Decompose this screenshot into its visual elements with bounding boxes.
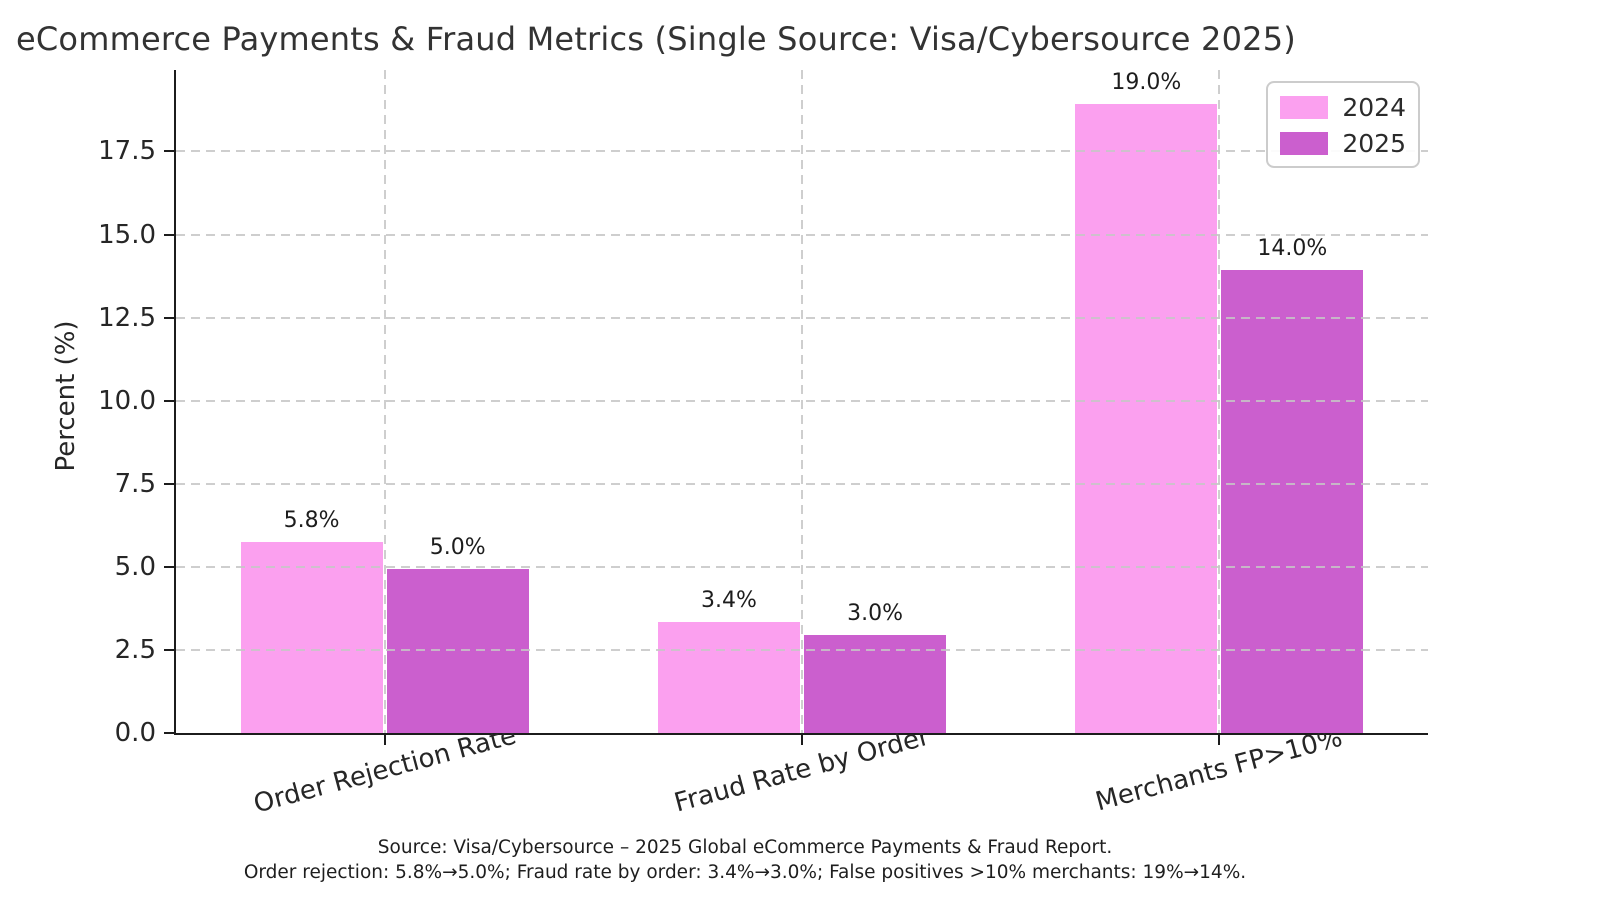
bar-value-label: 5.0%: [429, 534, 486, 560]
bar-value-label: 3.4%: [701, 588, 757, 614]
bar-2024-0: [238, 540, 385, 733]
chart-title: eCommerce Payments & Fraud Metrics (Sing…: [16, 20, 1296, 58]
footer-summary-line: Order rejection: 5.8%→5.0%; Fraud rate b…: [243, 862, 1247, 883]
y-tick-mark: [164, 732, 174, 734]
y-tick-mark: [164, 565, 174, 568]
bar-2024-2: [1073, 101, 1220, 733]
y-tick-label: 2.5: [114, 634, 156, 665]
y-tick-label: 15.0: [98, 219, 156, 250]
legend-label: 2024: [1342, 93, 1406, 122]
y-tick-mark: [164, 482, 174, 485]
y-tick-mark: [164, 648, 174, 651]
footer-source-line: Source: Visa/Cybersource – 2025 Global e…: [377, 837, 1113, 858]
y-tick-mark: [164, 316, 174, 319]
y-tick-label: 17.5: [98, 136, 156, 167]
x-tick-mark: [383, 735, 386, 745]
y-tick-label: 12.5: [98, 302, 156, 333]
x-tick-mark: [801, 735, 803, 745]
legend-entry-2025: 2025: [1280, 131, 1406, 156]
bar-2024-1: [655, 620, 802, 733]
x-tick-mark: [1218, 735, 1221, 745]
legend-swatch-2025: [1280, 132, 1328, 155]
chart-footer: Source: Visa/Cybersource – 2025 Global e…: [0, 835, 1490, 885]
bar-2025-0: [384, 566, 531, 733]
bar-2025-2: [1219, 267, 1366, 733]
legend: 2024 2025: [1266, 81, 1420, 168]
bar-value-label: 5.8%: [283, 508, 340, 534]
y-tick-mark: [164, 233, 174, 236]
legend-label: 2025: [1342, 129, 1406, 158]
legend-swatch-2024: [1280, 96, 1328, 119]
y-tick-label: 5.0: [114, 551, 156, 582]
y-gridline: [176, 150, 1428, 153]
bar-2025-1: [802, 633, 949, 733]
bar-value-label: 14.0%: [1257, 235, 1328, 261]
y-tick-mark: [164, 150, 174, 153]
bar-value-label: 19.0%: [1111, 69, 1182, 95]
y-tick-label: 0.0: [114, 718, 156, 748]
plot-area: 2024 2025 0.0 2.5 5.0 7.5 10.0 12.5 15.0 17.5 Ord…: [98, 69, 1428, 819]
y-tick-label: 10.0: [98, 385, 156, 416]
bar-value-label: 3.0%: [847, 601, 903, 627]
legend-entry-2024: 2024: [1280, 95, 1406, 120]
y-tick-label: 7.5: [114, 468, 156, 499]
y-tick-mark: [164, 399, 174, 402]
